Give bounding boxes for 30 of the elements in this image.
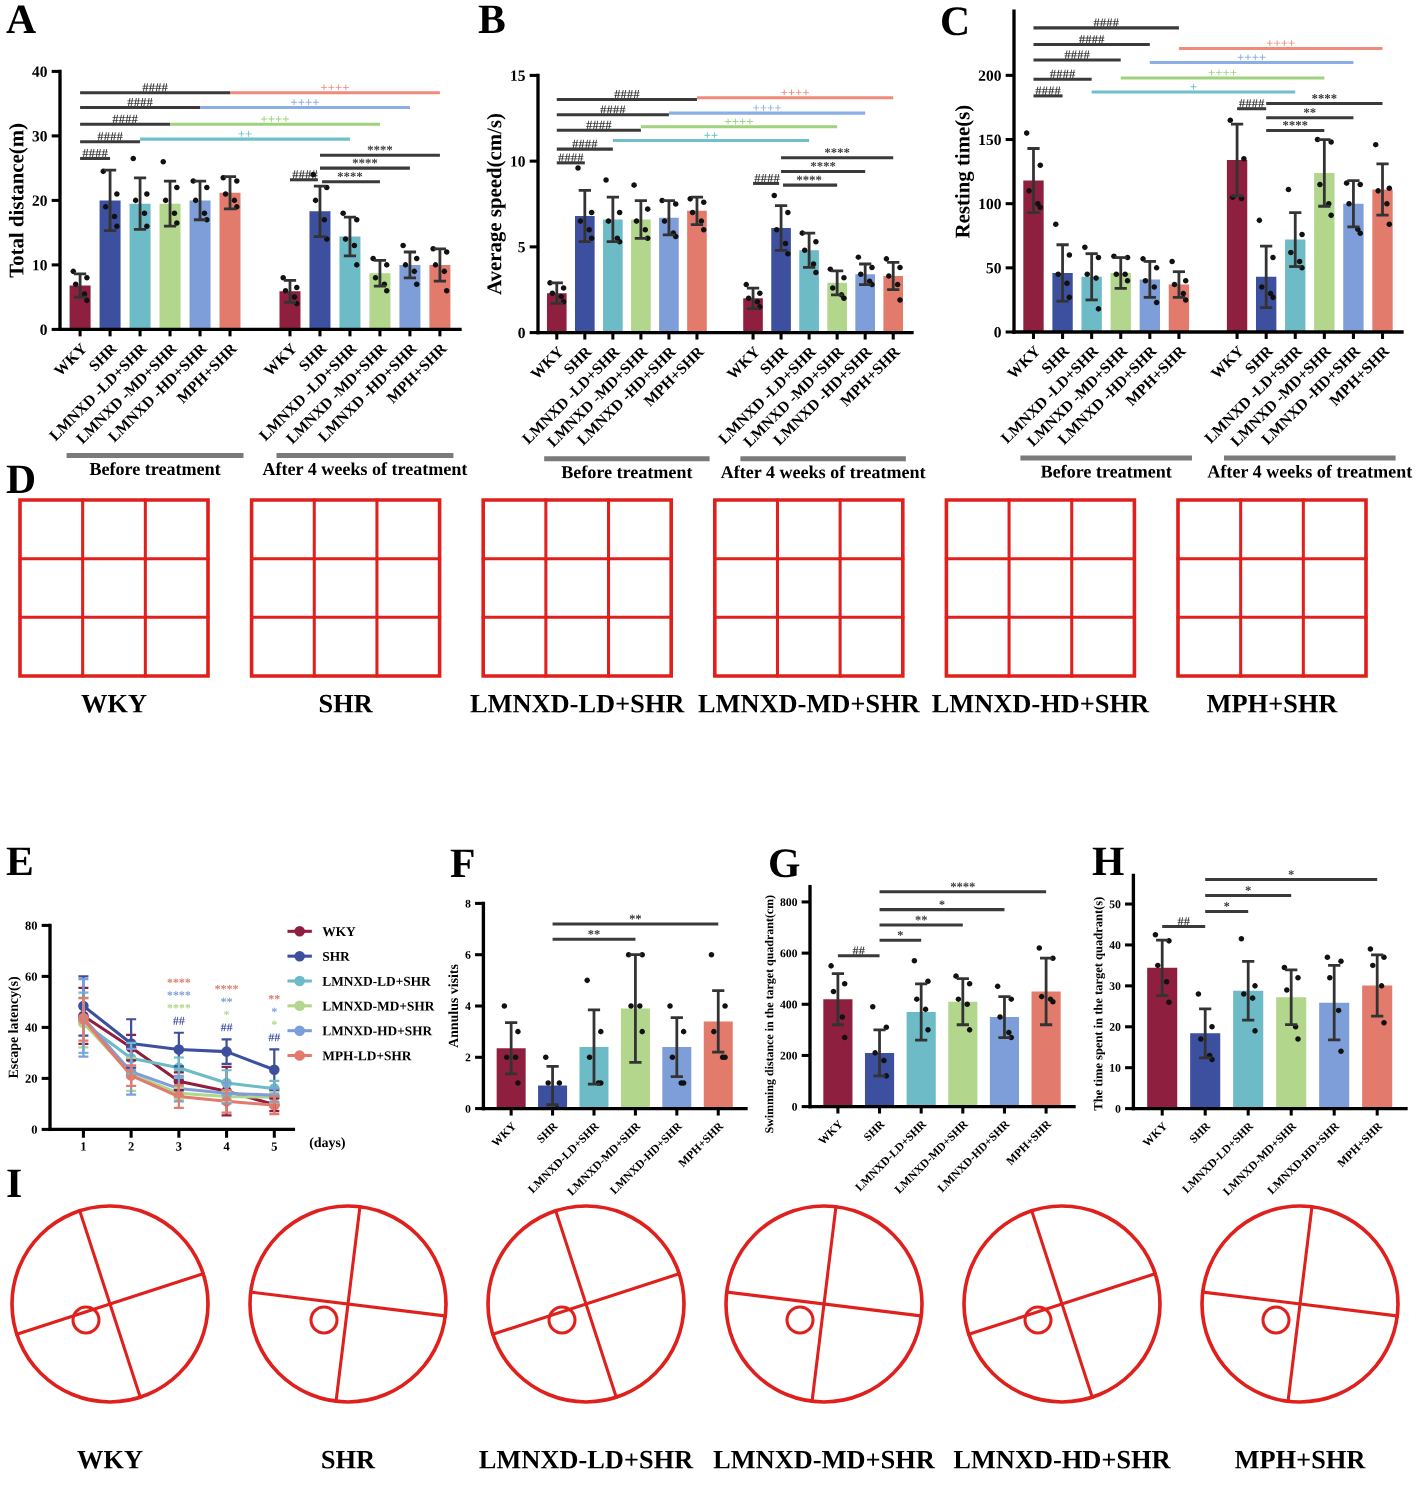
y-axis-title: Average speed(cm/s) xyxy=(486,113,506,295)
chart-title: A xyxy=(6,5,36,33)
text: MPH+SHR xyxy=(1235,1450,1366,1469)
text: D xyxy=(6,465,35,493)
text: LMNXD-HD+SHR xyxy=(953,1450,1171,1469)
text: SHR xyxy=(322,1450,376,1469)
chart-title: E xyxy=(6,847,32,875)
y-axis-title: Resting time(s) xyxy=(954,105,974,239)
text: WKY xyxy=(81,695,147,713)
text: MPH+SHR xyxy=(1207,694,1338,713)
text: LMNXD-MD+SHR xyxy=(713,1450,936,1469)
text: Before treatment xyxy=(89,462,221,476)
text: WKY xyxy=(77,1451,143,1469)
chart-title: G xyxy=(770,849,800,878)
text: LMNXD-HD+SHR xyxy=(932,694,1150,713)
text: I xyxy=(7,1169,21,1197)
chart-title: H xyxy=(1092,847,1124,875)
text: After 4 weeks of treatment xyxy=(720,465,926,479)
chart-title: B xyxy=(478,5,505,34)
text: LMNXD-LD+SHR xyxy=(479,1450,694,1469)
text: After 4 weeks of treatment xyxy=(262,462,468,476)
text: SHR xyxy=(319,694,373,713)
text: After 4 weeks of treatment xyxy=(1207,464,1413,478)
chart-title: F xyxy=(450,849,474,877)
text: Before treatment xyxy=(561,465,693,479)
text: Before treatment xyxy=(1040,464,1172,478)
text: LMNXD-LD+SHR xyxy=(470,694,685,713)
chart-title: C xyxy=(942,7,967,36)
text: LMNXD-MD+SHR xyxy=(698,694,920,713)
y-axis-title: Total distance(m) xyxy=(8,123,28,278)
